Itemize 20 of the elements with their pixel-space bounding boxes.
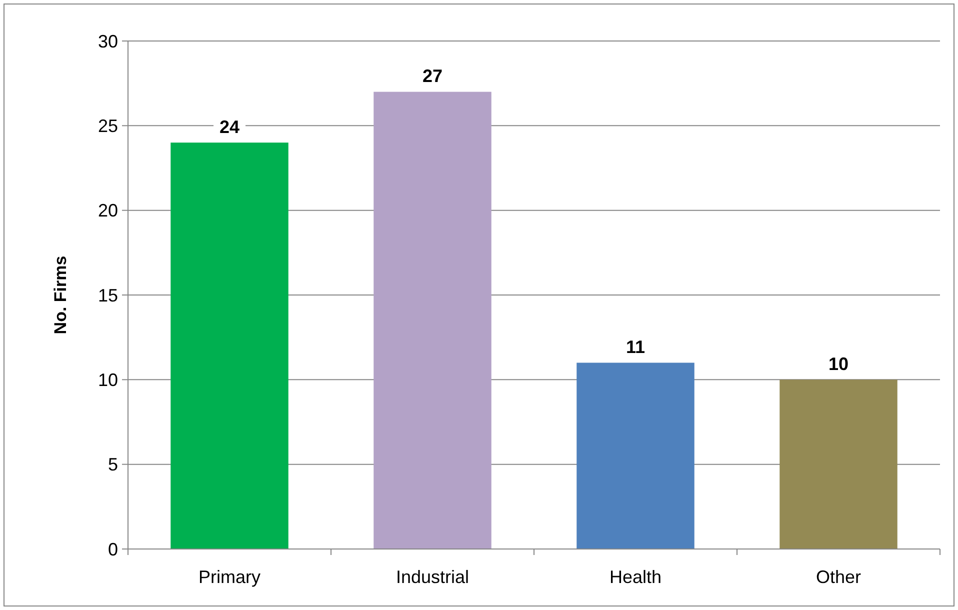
data-label: 27	[422, 66, 443, 86]
x-tick-label: Primary	[198, 567, 260, 587]
y-tick-label: 10	[98, 370, 118, 390]
x-tick-label: Health	[609, 567, 662, 587]
y-tick-label: 15	[98, 285, 118, 306]
bar	[576, 362, 694, 549]
bar	[780, 380, 898, 549]
x-tick-label: Other	[816, 567, 862, 587]
x-tick-label: Industrial	[396, 567, 470, 587]
bar	[374, 92, 492, 549]
y-tick-label: 30	[98, 31, 118, 52]
y-tick-label: 25	[98, 116, 118, 136]
y-tick-label: 0	[108, 539, 118, 560]
data-label: 10	[828, 354, 849, 374]
y-tick-label: 5	[108, 454, 118, 475]
data-label: 11	[626, 337, 646, 358]
y-axis-title: No. Firms	[51, 256, 70, 334]
data-label: 24	[219, 116, 240, 137]
bar	[170, 142, 288, 549]
y-tick-label: 20	[98, 200, 118, 221]
